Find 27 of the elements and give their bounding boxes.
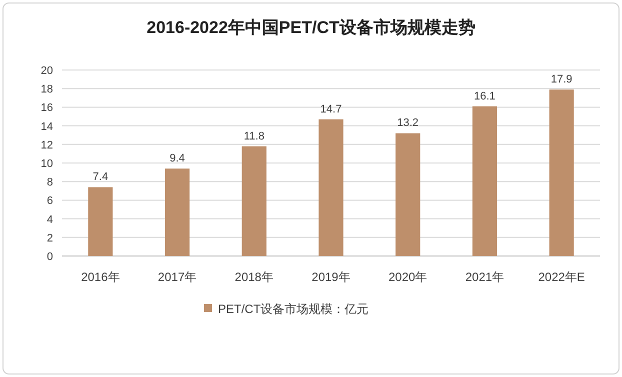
y-tick-label: 10 [40,158,53,170]
legend: PET/CT设备市场规模：亿元 [204,302,369,316]
y-tick-label: 14 [40,120,53,133]
data-label: 17.9 [550,74,572,86]
data-label: 9.4 [170,152,185,165]
y-tick-label: 4 [46,214,53,226]
x-tick-label: 2019年 [312,270,350,284]
data-label: 7.4 [92,171,108,184]
y-tick-label: 16 [40,102,53,114]
x-tick-label: 2016年 [81,270,120,284]
x-tick-label: 2018年 [234,270,274,284]
y-tick-label: 12 [40,139,53,152]
x-tick-label: 2022年E [538,270,585,284]
data-label: 16.1 [474,90,496,102]
y-tick-label: 18 [40,84,53,96]
data-label: 13.2 [397,117,419,130]
title: 2016-2022年中国PET/CT设备市场规模走势 [146,18,476,37]
y-tick-label: 0 [46,251,53,263]
y-tick-label: 6 [46,195,53,208]
data-label: 14.7 [320,103,342,116]
x-tick-label: 2017年 [158,270,197,284]
data-label: 11.8 [244,130,264,142]
y-tick-label: 20 [40,65,53,77]
x-tick-label: 2021年 [465,270,504,284]
y-tick-label: 2 [46,232,53,244]
y-tick-label: 8 [46,176,53,189]
x-tick-label: 2020年 [388,270,428,284]
